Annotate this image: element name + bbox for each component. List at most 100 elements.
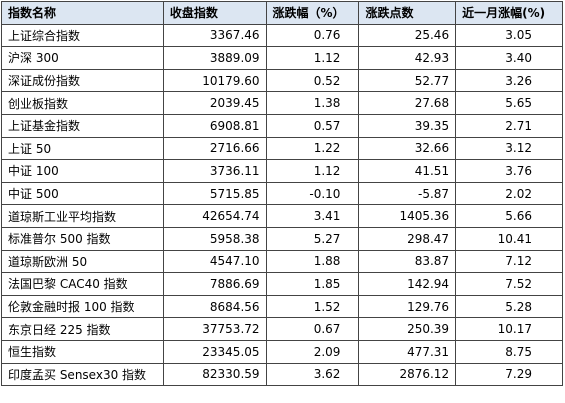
- value-cell: 10.41: [455, 226, 563, 251]
- index-name: 印度孟买 Sensex30 指数: [1, 362, 164, 387]
- value-cell: 32.66: [358, 136, 457, 161]
- value-cell: 3.05: [455, 23, 563, 48]
- value-cell: -5.87: [358, 181, 457, 206]
- value-cell: 52.77: [358, 68, 457, 93]
- table-row: 道琼斯欧洲 50 4547.10 1.88 83.87 7.12: [1, 249, 563, 274]
- index-name: 道琼斯工业平均指数: [1, 204, 164, 228]
- header-cell: 收盘指数: [162, 1, 267, 25]
- value-cell: 2876.12: [358, 362, 457, 387]
- value-cell: 10179.60: [162, 68, 267, 93]
- value-cell: 2.71: [455, 113, 563, 138]
- header-cell: 涨跌点数: [358, 1, 457, 25]
- table-row: 伦敦金融时报 100 指数 8684.56 1.52 129.76 5.28: [1, 294, 563, 319]
- header-cell: 近一月涨幅(%): [455, 1, 563, 25]
- index-name: 上证 50: [1, 136, 164, 161]
- value-cell: 1.85: [265, 272, 360, 296]
- value-cell: 82330.59: [162, 362, 267, 387]
- index-name: 法国巴黎 CAC40 指数: [1, 272, 164, 296]
- value-cell: 23345.05: [162, 339, 267, 364]
- index-name: 伦敦金融时报 100 指数: [1, 294, 164, 319]
- value-cell: 5.66: [455, 204, 563, 228]
- value-cell: 129.76: [358, 294, 457, 319]
- value-cell: 2039.45: [162, 91, 267, 115]
- value-cell: 0.67: [265, 317, 360, 341]
- table-row: 法国巴黎 CAC40 指数 7886.69 1.85 142.94 7.52: [1, 272, 563, 296]
- value-cell: 2716.66: [162, 136, 267, 161]
- value-cell: 42.93: [358, 46, 457, 70]
- value-cell: 5.65: [455, 91, 563, 115]
- index-name: 道琼斯欧洲 50: [1, 249, 164, 274]
- table-row: 上证 50 2716.66 1.22 32.66 3.12: [1, 136, 563, 161]
- value-cell: 477.31: [358, 339, 457, 364]
- value-cell: 42654.74: [162, 204, 267, 228]
- index-name: 标准普尔 500 指数: [1, 226, 164, 251]
- value-cell: 1.12: [265, 159, 360, 183]
- index-name: 恒生指数: [1, 339, 164, 364]
- value-cell: 25.46: [358, 23, 457, 48]
- index-name: 上证基金指数: [1, 113, 164, 138]
- value-cell: 7886.69: [162, 272, 267, 296]
- value-cell: 1.88: [265, 249, 360, 274]
- value-cell: 3367.46: [162, 23, 267, 48]
- table-row: 东京日经 225 指数 37753.72 0.67 250.39 10.17: [1, 317, 563, 341]
- table-row: 标准普尔 500 指数 5958.38 5.27 298.47 10.41: [1, 226, 563, 251]
- header-cell: 涨跌幅（%）: [265, 1, 360, 25]
- table-row: 恒生指数 23345.05 2.09 477.31 8.75: [1, 339, 563, 364]
- value-cell: 41.51: [358, 159, 457, 183]
- value-cell: 2.02: [455, 181, 563, 206]
- value-cell: 5.28: [455, 294, 563, 319]
- index-table: 指数名称 收盘指数 涨跌幅（%） 涨跌点数 近一月涨幅(%) 上证综合指数 3367.46…: [1, 1, 563, 387]
- value-cell: 0.52: [265, 68, 360, 93]
- table-row: 上证综合指数 3367.46 0.76 25.46 3.05: [1, 23, 563, 48]
- value-cell: 3.26: [455, 68, 563, 93]
- index-name: 创业板指数: [1, 91, 164, 115]
- value-cell: 3.12: [455, 136, 563, 161]
- value-cell: 6908.81: [162, 113, 267, 138]
- value-cell: 5715.85: [162, 181, 267, 206]
- value-cell: 27.68: [358, 91, 457, 115]
- value-cell: 5.27: [265, 226, 360, 251]
- table-row: 深证成份指数 10179.60 0.52 52.77 3.26: [1, 68, 563, 93]
- index-name: 沪深 300: [1, 46, 164, 70]
- value-cell: 7.29: [455, 362, 563, 387]
- header-row: 指数名称 收盘指数 涨跌幅（%） 涨跌点数 近一月涨幅(%): [1, 1, 563, 25]
- index-name: 上证综合指数: [1, 23, 164, 48]
- value-cell: 7.52: [455, 272, 563, 296]
- table-row: 印度孟买 Sensex30 指数 82330.59 3.62 2876.12 7.29: [1, 362, 563, 387]
- value-cell: 0.76: [265, 23, 360, 48]
- value-cell: 3.41: [265, 204, 360, 228]
- table-row: 创业板指数 2039.45 1.38 27.68 5.65: [1, 91, 563, 115]
- value-cell: 39.35: [358, 113, 457, 138]
- value-cell: 3889.09: [162, 46, 267, 70]
- table-row: 上证基金指数 6908.81 0.57 39.35 2.71: [1, 113, 563, 138]
- header-cell: 指数名称: [1, 1, 164, 25]
- value-cell: 1.52: [265, 294, 360, 319]
- table-row: 道琼斯工业平均指数 42654.74 3.41 1405.36 5.66: [1, 204, 563, 228]
- value-cell: 3.62: [265, 362, 360, 387]
- value-cell: 142.94: [358, 272, 457, 296]
- value-cell: 10.17: [455, 317, 563, 341]
- value-cell: 37753.72: [162, 317, 267, 341]
- value-cell: 1405.36: [358, 204, 457, 228]
- value-cell: 250.39: [358, 317, 457, 341]
- value-cell: 83.87: [358, 249, 457, 274]
- value-cell: 3736.11: [162, 159, 267, 183]
- value-cell: 8684.56: [162, 294, 267, 319]
- value-cell: 7.12: [455, 249, 563, 274]
- value-cell: 298.47: [358, 226, 457, 251]
- table-row: 沪深 300 3889.09 1.12 42.93 3.40: [1, 46, 563, 70]
- value-cell: 1.12: [265, 46, 360, 70]
- value-cell: -0.10: [265, 181, 360, 206]
- value-cell: 0.57: [265, 113, 360, 138]
- value-cell: 3.76: [455, 159, 563, 183]
- table-row: 中证 100 3736.11 1.12 41.51 3.76: [1, 159, 563, 183]
- table-row: 中证 500 5715.85 -0.10 -5.87 2.02: [1, 181, 563, 206]
- value-cell: 8.75: [455, 339, 563, 364]
- index-name: 东京日经 225 指数: [1, 317, 164, 341]
- index-name: 中证 500: [1, 181, 164, 206]
- value-cell: 3.40: [455, 46, 563, 70]
- value-cell: 4547.10: [162, 249, 267, 274]
- index-name: 深证成份指数: [1, 68, 164, 93]
- value-cell: 5958.38: [162, 226, 267, 251]
